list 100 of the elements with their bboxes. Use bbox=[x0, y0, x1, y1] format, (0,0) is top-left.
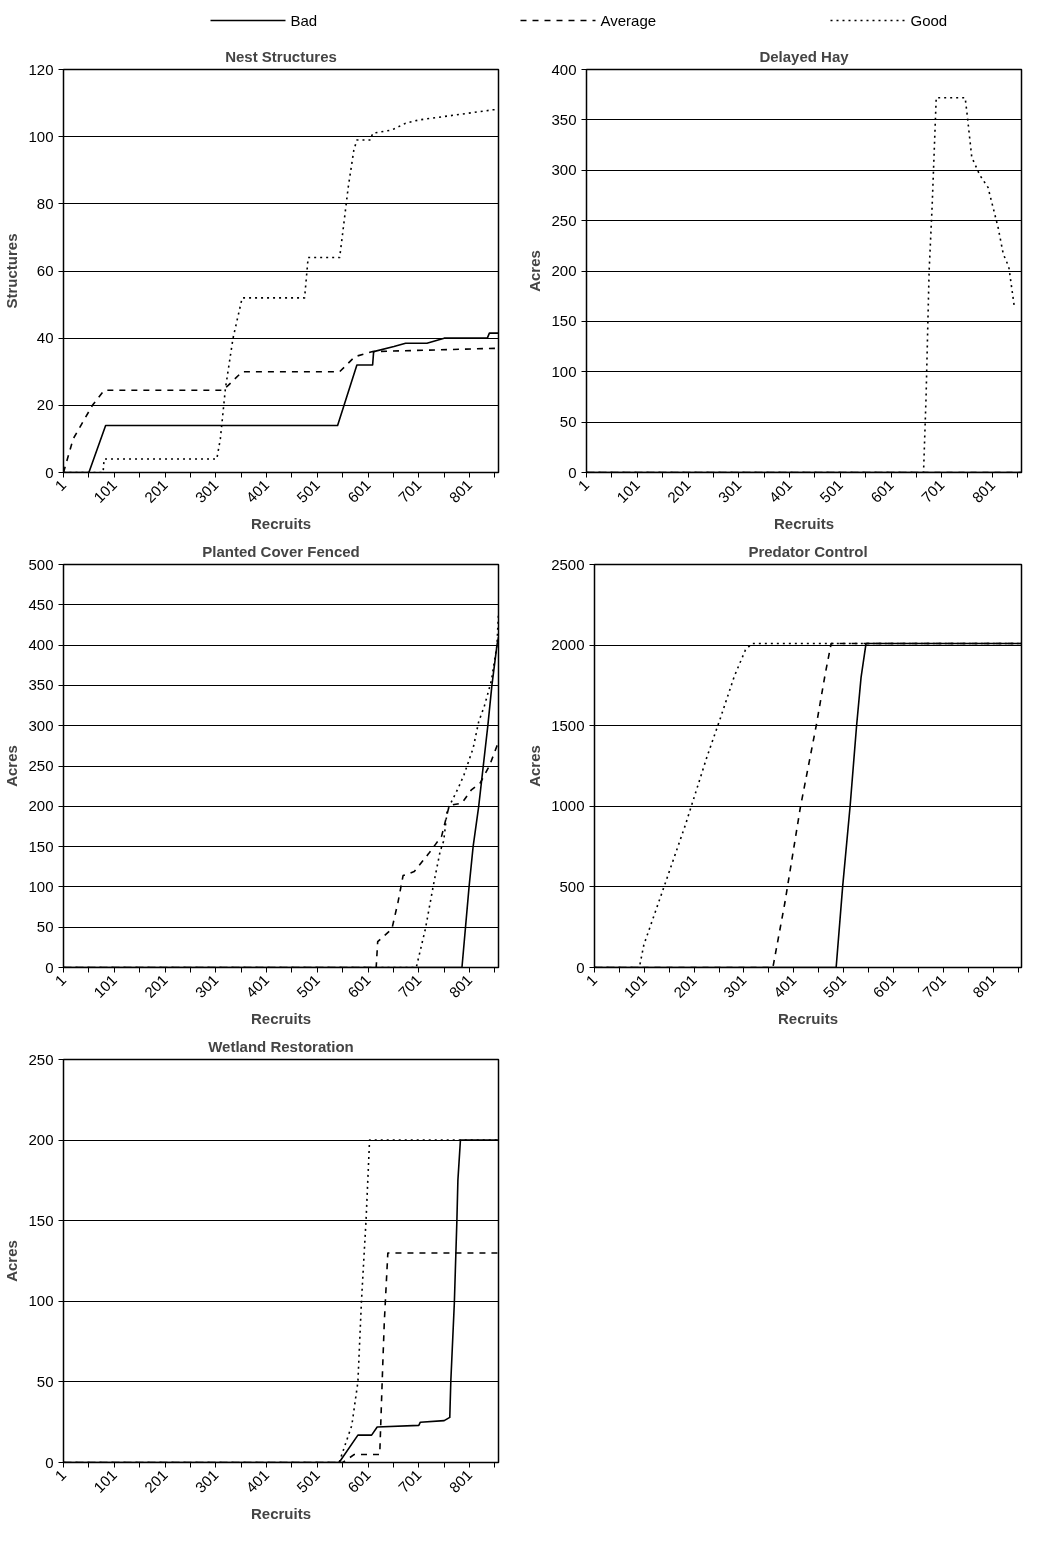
x-tick-label: 501 bbox=[293, 971, 323, 1001]
chart-title: Delayed Hay bbox=[759, 47, 850, 65]
x-tick-label: 701 bbox=[917, 476, 948, 506]
y-tick-label: 100 bbox=[28, 877, 54, 895]
x-tick-label: 1 bbox=[51, 1466, 70, 1485]
y-tick-label: 20 bbox=[36, 396, 54, 414]
y-tick-label: 2000 bbox=[551, 636, 585, 654]
y-tick-label: 50 bbox=[36, 1372, 54, 1390]
x-tick-label: 301 bbox=[191, 971, 222, 1001]
y-tick-label: 150 bbox=[551, 312, 577, 330]
x-tick-label: 601 bbox=[343, 971, 374, 1001]
x-tick-label: 401 bbox=[242, 971, 273, 1001]
y-tick-label: 250 bbox=[28, 757, 54, 774]
x-tick-label: 301 bbox=[191, 1466, 222, 1496]
x-tick-label: 101 bbox=[90, 476, 120, 506]
x-tick-label: 801 bbox=[445, 971, 476, 1001]
x-tick-label: 601 bbox=[866, 476, 897, 506]
x-tick-label: 301 bbox=[714, 476, 745, 506]
x-axis-title: Recruits bbox=[773, 515, 835, 533]
x-tick-label: 201 bbox=[140, 1466, 171, 1496]
x-axis-title: Recruits bbox=[250, 1505, 312, 1523]
y-tick-label: 200 bbox=[28, 1131, 54, 1149]
x-tick-label: 601 bbox=[343, 1466, 374, 1496]
x-tick-label: 801 bbox=[969, 971, 999, 1001]
y-tick-label: 100 bbox=[28, 127, 54, 145]
x-tick-label: 701 bbox=[394, 1466, 425, 1496]
x-tick-label: 201 bbox=[140, 971, 171, 1001]
y-tick-label: 350 bbox=[28, 676, 54, 694]
legend-label: Average bbox=[600, 12, 657, 29]
x-axis-title: Recruits bbox=[250, 1010, 312, 1028]
x-tick-label: 801 bbox=[445, 476, 476, 506]
y-axis-title: Acres bbox=[3, 745, 21, 787]
y-tick-label: 0 bbox=[45, 958, 54, 976]
y-tick-label: 0 bbox=[45, 1453, 54, 1471]
x-tick-label: 201 bbox=[140, 476, 171, 506]
x-tick-label: 801 bbox=[445, 1466, 476, 1496]
y-tick-label: 0 bbox=[576, 958, 585, 976]
y-tick-label: 500 bbox=[28, 555, 54, 573]
y-tick-label: 500 bbox=[559, 877, 585, 895]
x-tick-label: 801 bbox=[968, 476, 999, 506]
y-tick-label: 60 bbox=[36, 262, 54, 279]
x-tick-label: 301 bbox=[191, 476, 222, 506]
x-tick-label: 601 bbox=[869, 971, 900, 1001]
y-tick-label: 300 bbox=[28, 716, 54, 734]
y-tick-label: 150 bbox=[28, 1211, 54, 1229]
legend-label: Bad bbox=[290, 12, 318, 29]
y-tick-label: 50 bbox=[559, 413, 577, 431]
y-tick-label: 350 bbox=[551, 110, 577, 128]
y-tick-label: 200 bbox=[551, 262, 577, 279]
y-tick-label: 80 bbox=[36, 194, 54, 212]
x-axis-title: Recruits bbox=[250, 515, 312, 533]
y-tick-label: 120 bbox=[28, 60, 54, 78]
x-tick-label: 301 bbox=[719, 971, 750, 1001]
y-tick-label: 2500 bbox=[551, 555, 585, 573]
y-axis-title: Acres bbox=[3, 1240, 21, 1282]
y-tick-label: 0 bbox=[568, 463, 577, 481]
y-tick-label: 150 bbox=[28, 837, 54, 855]
chart-title: Planted Cover Fenced bbox=[202, 542, 360, 560]
x-tick-label: 1 bbox=[582, 971, 601, 990]
y-tick-label: 0 bbox=[45, 463, 54, 481]
x-tick-label: 501 bbox=[819, 971, 850, 1001]
x-tick-label: 1 bbox=[51, 476, 70, 495]
x-tick-label: 201 bbox=[670, 971, 700, 1001]
y-tick-label: 100 bbox=[28, 1292, 54, 1310]
x-tick-label: 401 bbox=[242, 476, 273, 506]
y-axis-title: Structures bbox=[3, 233, 21, 309]
x-tick-label: 101 bbox=[90, 1466, 120, 1496]
y-axis-title: Acres bbox=[526, 745, 544, 787]
y-tick-label: 100 bbox=[551, 362, 577, 380]
x-tick-label: 701 bbox=[394, 476, 425, 506]
y-tick-label: 200 bbox=[28, 797, 54, 815]
x-tick-label: 101 bbox=[90, 971, 120, 1001]
y-tick-label: 450 bbox=[28, 595, 54, 613]
x-tick-label: 1 bbox=[574, 476, 593, 495]
y-tick-label: 250 bbox=[28, 1050, 54, 1068]
x-tick-label: 601 bbox=[343, 476, 374, 506]
x-tick-label: 501 bbox=[816, 476, 846, 506]
x-axis-title: Recruits bbox=[777, 1010, 839, 1028]
y-tick-label: 400 bbox=[551, 60, 577, 78]
chart-title: Predator Control bbox=[748, 542, 868, 560]
x-tick-label: 101 bbox=[620, 971, 650, 1001]
x-tick-label: 501 bbox=[293, 476, 323, 506]
chart-title: Nest Structures bbox=[225, 47, 337, 65]
x-tick-label: 1 bbox=[51, 971, 70, 990]
y-tick-label: 50 bbox=[36, 918, 54, 936]
x-tick-label: 401 bbox=[242, 1466, 273, 1496]
x-tick-label: 501 bbox=[293, 1466, 323, 1496]
y-axis-title: Acres bbox=[526, 250, 544, 292]
y-tick-label: 300 bbox=[551, 161, 577, 179]
x-tick-label: 101 bbox=[613, 476, 643, 506]
y-tick-label: 1500 bbox=[551, 716, 585, 734]
y-tick-label: 40 bbox=[36, 329, 54, 347]
x-tick-label: 401 bbox=[769, 971, 800, 1001]
chart-title: Wetland Restoration bbox=[208, 1037, 354, 1055]
legend-label: Good bbox=[910, 12, 948, 29]
y-tick-label: 250 bbox=[551, 211, 577, 229]
y-tick-label: 1000 bbox=[551, 797, 585, 815]
x-tick-label: 201 bbox=[663, 476, 694, 506]
y-tick-label: 400 bbox=[28, 636, 54, 654]
x-tick-label: 401 bbox=[765, 476, 796, 506]
